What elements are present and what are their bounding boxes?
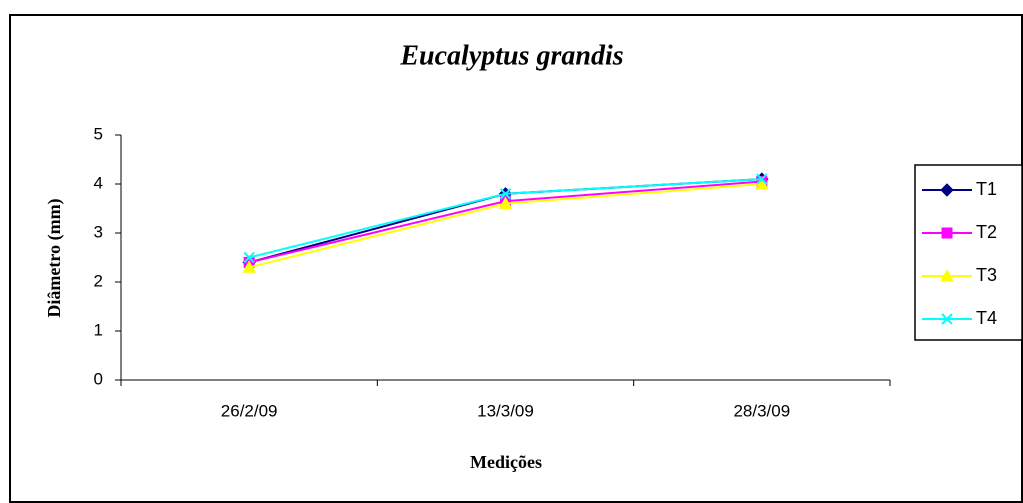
chart-frame — [9, 14, 1023, 503]
chart-title: Eucalyptus grandis — [399, 40, 623, 71]
data-point — [242, 260, 257, 273]
legend — [914, 164, 1023, 341]
legend-label: T2 — [976, 222, 997, 242]
data-point — [499, 188, 512, 200]
legend-marker — [940, 183, 954, 197]
x-tick-label: 26/2/09 — [221, 401, 278, 420]
legend-label: T1 — [976, 179, 997, 199]
y-tick-label: 3 — [94, 222, 103, 241]
legend-marker — [941, 227, 953, 239]
y-tick-label: 1 — [94, 320, 103, 339]
data-point — [243, 251, 255, 264]
data-point — [498, 196, 513, 210]
data-point — [756, 173, 768, 185]
y-tick-label: 2 — [94, 271, 103, 290]
x-tick-label: 13/3/09 — [477, 401, 534, 420]
y-axis-label: Diâmetro (mm) — [44, 198, 65, 317]
legend-marker — [941, 313, 953, 325]
y-tick-label: 5 — [94, 124, 103, 143]
y-tick-label: 0 — [94, 369, 103, 388]
x-axis-label: Medições — [470, 452, 542, 472]
x-tick-label: 28/3/09 — [733, 401, 790, 420]
legend-label: T3 — [976, 265, 997, 285]
legend-label: T4 — [976, 308, 997, 328]
y-tick-label: 4 — [94, 173, 103, 192]
legend-marker — [940, 268, 954, 282]
